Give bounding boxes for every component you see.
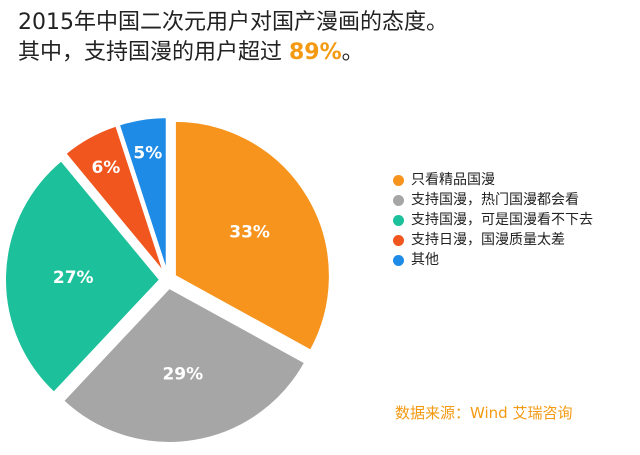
pie-slice [173, 119, 331, 352]
pie-slice-label: 5% [133, 144, 162, 164]
title-line-2: 其中，支持国漫的用户超过 89%。 [18, 38, 448, 68]
legend-item: 其他 [393, 250, 593, 270]
legend-label: 支持国漫，热门国漫都会看 [411, 192, 579, 208]
legend-label: 其他 [411, 252, 439, 268]
pie-slice-label: 33% [229, 223, 270, 243]
chart-legend: 只看精品国漫支持国漫，热门国漫都会看 支持国漫，可是国漫看不下去 支持日漫，国漫质量… [393, 170, 593, 270]
legend-swatch [393, 194, 404, 206]
pie-slice [4, 158, 162, 395]
pie-slice [61, 286, 307, 444]
pie-slice-label: 6% [91, 158, 120, 178]
title-line-2-suffix: 。 [341, 40, 364, 65]
title-line-1: 2015年中国二次元用户对国产漫画的态度。 [18, 10, 448, 35]
legend-swatch [393, 234, 404, 246]
legend-swatch [393, 174, 404, 186]
legend-item: 只看精品国漫 [393, 170, 593, 190]
legend-label: 只看精品国漫 [411, 172, 495, 188]
pie-slice [63, 124, 166, 274]
legend-label: 支持日漫，国漫质量太差 [411, 232, 565, 248]
legend-item: 支持国漫，热门国漫都会看 [393, 190, 593, 210]
pie-slice-label: 27% [53, 268, 94, 288]
pie-slice-label: 29% [162, 365, 203, 385]
title-line-2-prefix: 其中，支持国漫的用户超过 [18, 40, 289, 65]
pie-slice [117, 116, 168, 273]
legend-item: 支持日漫，国漫质量太差 [393, 230, 593, 250]
legend-swatch [393, 254, 404, 266]
legend-swatch [393, 214, 404, 226]
title-highlight-percent: 89% [289, 40, 342, 65]
legend-label: 支持国漫，可是国漫看不下去 [411, 212, 593, 228]
data-source: 数据来源：Wind 艾瑞咨询 [395, 404, 573, 422]
legend-item: 支持国漫，可是国漫看不下去 [393, 210, 593, 230]
chart-title: 2015年中国二次元用户对国产漫画的态度。 其中，支持国漫的用户超过 89%。 [18, 8, 448, 68]
